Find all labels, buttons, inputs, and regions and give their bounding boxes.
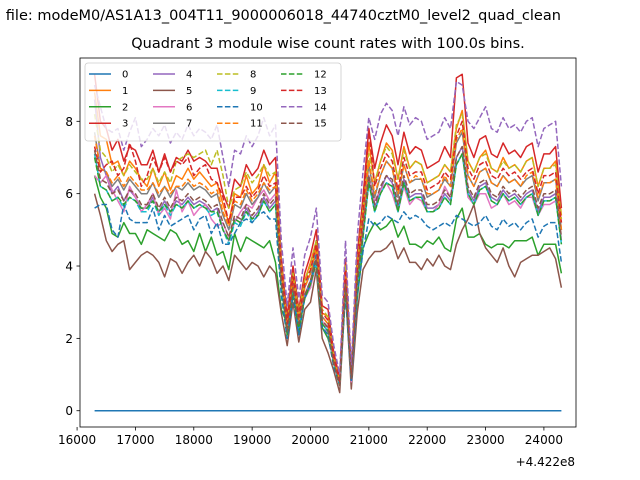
chart-title: Quadrant 3 module wise count rates with …: [131, 36, 525, 52]
series-line-11: [93, 127, 563, 383]
x-tick-label: 16000: [58, 433, 96, 447]
x-tick-label: 17000: [116, 433, 154, 447]
series-line-10: [94, 203, 563, 387]
x-tick-label: 20000: [291, 433, 329, 447]
series-line-6: [94, 153, 563, 387]
figure-suptitle: n file: modeM0/AS1A13_004T11_9000006018_…: [0, 8, 561, 24]
legend-label-6: 6: [186, 102, 192, 113]
legend-label-12: 12: [314, 70, 327, 81]
legend-label-3: 3: [122, 119, 128, 130]
legend-label-10: 10: [250, 102, 263, 113]
x-tick-label: 22000: [408, 433, 446, 447]
series-lines: [93, 73, 563, 412]
plot-frame: [79, 57, 577, 428]
x-axis: 16000 17000 18000 19000 20000 21000 22000 23000…: [58, 427, 563, 447]
y-tick-label: 8: [65, 115, 73, 129]
series-line-13: [93, 120, 563, 383]
legend-label-13: 13: [314, 86, 327, 97]
legend-label-4: 4: [186, 70, 192, 81]
legend-label-14: 14: [314, 102, 327, 113]
legend-label-7: 7: [186, 119, 192, 130]
series-line-4: [93, 99, 563, 387]
y-tick-label: 6: [65, 187, 73, 201]
y-tick-label: 4: [65, 260, 73, 274]
x-tick-label: 23000: [466, 433, 504, 447]
series-line-8: [93, 113, 563, 383]
x-tick-label: 24000: [525, 433, 563, 447]
legend-label-9: 9: [250, 86, 256, 97]
legend-label-2: 2: [122, 102, 128, 113]
series-line-14: [93, 80, 563, 376]
x-tick-label: 19000: [233, 433, 271, 447]
series-line-12: [93, 153, 563, 387]
series-line-9: [93, 153, 563, 387]
legend-label-5: 5: [186, 86, 192, 97]
legend-box: [84, 62, 342, 142]
y-axis: 0 2 4 6 8: [65, 115, 80, 418]
legend-label-15: 15: [314, 119, 327, 130]
series-line-5: [93, 193, 563, 394]
series-line-15: [93, 145, 563, 387]
legend-label-0: 0: [122, 70, 128, 81]
y-tick-label: 0: [65, 404, 73, 418]
y-tick-label: 2: [65, 332, 73, 346]
x-tick-label: 21000: [350, 433, 388, 447]
series-line-7: [93, 131, 563, 383]
legend-label-8: 8: [250, 70, 256, 81]
legend-label-1: 1: [122, 86, 128, 97]
x-tick-label: 18000: [175, 433, 213, 447]
x-offset-label: +4.422e8: [516, 455, 575, 469]
legend-label-11: 11: [250, 119, 263, 130]
